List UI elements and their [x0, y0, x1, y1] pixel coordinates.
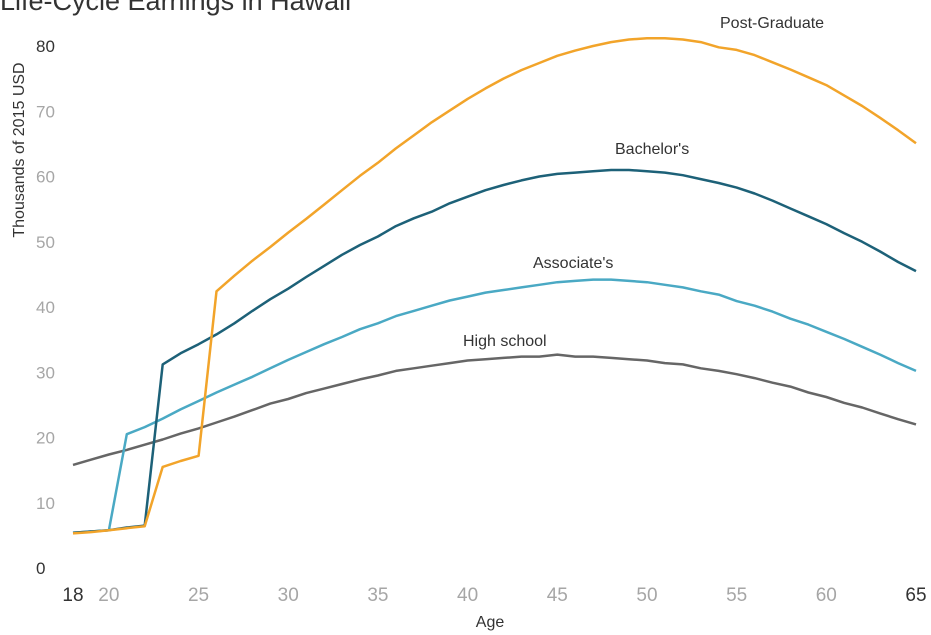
y-tick-label: 80: [36, 37, 55, 56]
series-line: [72, 353, 917, 467]
x-tick-label: 25: [188, 585, 209, 606]
series-line: [72, 278, 917, 535]
x-tick-label: 20: [98, 585, 119, 606]
chart-title: Life-Cycle Earnings in Hawaii: [0, 0, 351, 16]
y-tick-label: 60: [36, 168, 55, 187]
x-axis-label: Age: [476, 614, 505, 631]
x-tick-label: 60: [816, 585, 837, 606]
y-tick-label: 40: [36, 298, 55, 317]
y-axis-label: Thousands of 2015 USD: [11, 62, 28, 237]
series-label: Post-Graduate: [720, 15, 824, 32]
y-tick-label: 20: [36, 429, 55, 448]
series-label: Bachelor's: [615, 141, 689, 158]
y-tick-label: 50: [36, 233, 55, 252]
x-tick-label: 55: [726, 585, 747, 606]
series-line: [72, 168, 917, 535]
x-tick-label: 35: [367, 585, 388, 606]
series-line: [72, 36, 917, 535]
series-label: Associate's: [533, 255, 613, 272]
x-tick-label: 45: [547, 585, 568, 606]
y-tick-label: 10: [36, 494, 55, 513]
series-label: High school: [463, 333, 547, 350]
x-tick-label: 18: [62, 585, 83, 606]
x-tick-label: 30: [278, 585, 299, 606]
x-tick-label: 65: [905, 585, 926, 606]
y-tick-label: 0: [36, 559, 45, 578]
x-tick-label: 40: [457, 585, 478, 606]
y-tick-label: 30: [36, 363, 55, 382]
y-tick-label: 70: [36, 102, 55, 121]
x-tick-label: 50: [636, 585, 657, 606]
